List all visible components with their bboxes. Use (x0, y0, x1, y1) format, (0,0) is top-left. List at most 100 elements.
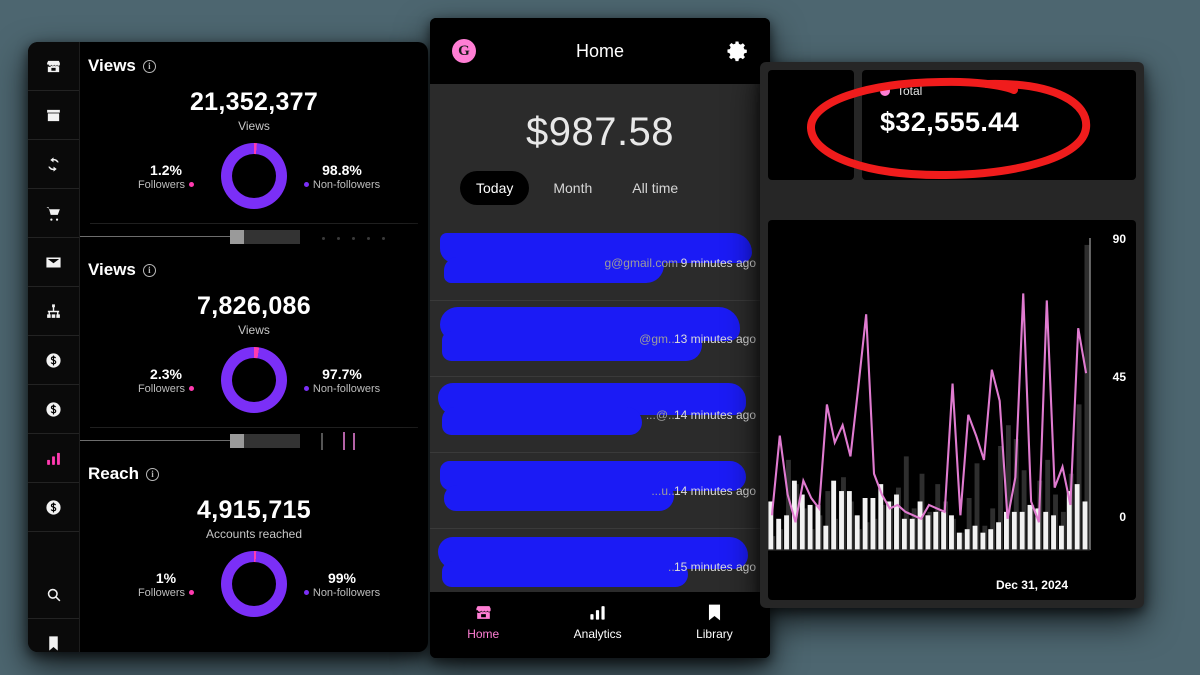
scroll-handle[interactable] (230, 230, 244, 244)
nav-item-analytics[interactable]: Analytics (574, 603, 622, 641)
revenue-chart[interactable]: 90 45 0 Dec 31, 2024 (768, 220, 1136, 600)
redaction-mark (444, 485, 674, 511)
scroll-line (80, 236, 238, 237)
x-axis-label: Dec 31, 2024 (995, 578, 1068, 592)
y-tick-90: 90 (1112, 232, 1126, 246)
shop-icon (45, 58, 62, 75)
info-icon[interactable]: i (142, 263, 156, 277)
donut-breakdown: 1.2% Followers 98.8% Non-followers (80, 143, 428, 209)
list-item[interactable]: g@gmail.com 9 minutes ago (430, 225, 770, 301)
nav-item-library[interactable]: Library (696, 603, 733, 641)
period-tabs: Today Month All time (430, 155, 770, 205)
bottom-navigation: Home Analytics Library (430, 592, 770, 658)
card-scrollbar[interactable] (80, 432, 428, 450)
list-item-detail: g@gmail.com (604, 255, 678, 270)
list-item-time: 14 minutes ago (673, 407, 756, 422)
list-item-detail: ...@... (645, 407, 678, 422)
legend-dot-total (880, 86, 890, 96)
metric: 7,826,086 Views (80, 292, 428, 337)
sidebar-item-archive[interactable] (28, 91, 79, 140)
sidebar-item-refresh[interactable] (28, 140, 79, 189)
scroll-handle[interactable] (230, 434, 244, 448)
total-label: Total (897, 84, 923, 98)
sidebar-item-saved[interactable] (28, 619, 79, 652)
tab-today[interactable]: Today (460, 171, 530, 205)
sidebar-item-earnings[interactable] (28, 385, 79, 434)
metric-label: Views (238, 119, 270, 133)
redaction-mark (444, 257, 664, 283)
y-tick-0: 0 (1119, 510, 1126, 524)
archive-icon (45, 107, 62, 124)
metric: 21,352,377 Views (80, 88, 428, 133)
legend-dot-purple (303, 182, 309, 188)
left-sidebar (28, 42, 80, 652)
followers-pct: 1% (155, 569, 177, 586)
card-title: Views (88, 56, 136, 75)
nav-label-analytics: Analytics (573, 627, 622, 641)
legend-dot-pink (189, 590, 195, 596)
list-item-detail: ... (667, 559, 678, 574)
nav-label-library: Library (696, 627, 733, 641)
cart-icon (45, 205, 62, 222)
info-icon[interactable]: i (146, 467, 160, 481)
donut-chart (221, 143, 287, 209)
tab-all-time[interactable]: All time (632, 180, 679, 196)
nav-label-home: Home (467, 627, 500, 641)
sidebar-item-cart[interactable] (28, 189, 79, 238)
bar-chart-icon (574, 603, 622, 622)
dollar-circle-icon (45, 499, 62, 516)
metric-label: Views (238, 323, 270, 337)
redaction-mark (442, 561, 688, 587)
brand-logo-icon[interactable]: G (452, 39, 476, 63)
followers-label: Followers (127, 587, 205, 599)
settings-button[interactable] (726, 40, 748, 62)
scroll-track[interactable] (244, 230, 300, 244)
card-scrollbar[interactable] (80, 228, 428, 246)
redaction-mark (442, 407, 642, 435)
shop-icon (467, 603, 499, 622)
y-tick-45: 45 (1112, 370, 1126, 384)
scroll-line (80, 440, 238, 441)
page-dots (322, 237, 385, 240)
transaction-list: g@gmail.com 9 minutes ago @gm... 13 minu… (430, 225, 770, 605)
sidebar-item-messages[interactable] (28, 238, 79, 287)
page-title: Home (575, 40, 624, 61)
donut-breakdown: 1% Followers 99% Non-followers (80, 551, 428, 617)
list-item[interactable]: ...u... 14 minutes ago (430, 453, 770, 529)
nonfollowers-label: Non-followers (303, 587, 381, 599)
card-title: Reach (88, 464, 140, 483)
nonfollowers-pct: 97.7% (322, 365, 362, 382)
tab-month[interactable]: Month (553, 180, 593, 196)
list-item-time: 14 minutes ago (673, 483, 756, 498)
bookmark-icon (45, 635, 62, 652)
chart-canvas (768, 238, 1091, 551)
total-card[interactable]: Total $32,555.44 (862, 70, 1136, 180)
donut-chart (221, 347, 287, 413)
sidebar-item-search[interactable] (28, 570, 79, 619)
followers-stat: 1% Followers (127, 570, 205, 599)
list-item[interactable]: ...@... 14 minutes ago (430, 377, 770, 453)
divider (90, 223, 418, 224)
chart-line-series (770, 293, 1088, 523)
metric: 4,915,715 Accounts reached (80, 496, 428, 541)
nonfollowers-stat: 99% Non-followers (303, 570, 381, 599)
envelope-icon (45, 254, 62, 271)
sidebar-spacer (28, 532, 79, 570)
card-header: Views i (80, 42, 428, 76)
total-label-row: Total (880, 84, 1118, 98)
nonfollowers-pct: 99% (327, 569, 357, 586)
balance-section: $987.58 Today Month All time (430, 84, 770, 225)
sidebar-item-payouts[interactable] (28, 483, 79, 532)
sidebar-item-hierarchy[interactable] (28, 287, 79, 336)
nonfollowers-stat: 97.7% Non-followers (303, 366, 381, 395)
stat-card-empty[interactable] (768, 70, 854, 180)
total-value: $32,555.44 (880, 107, 1020, 137)
list-item[interactable]: ... 15 minutes ago (430, 529, 770, 605)
sidebar-item-shop[interactable] (28, 42, 79, 91)
info-icon[interactable]: i (142, 59, 156, 73)
list-item[interactable]: @gm... 13 minutes ago (430, 301, 770, 377)
sidebar-item-monetization[interactable] (28, 336, 79, 385)
nav-item-home[interactable]: Home (467, 603, 499, 641)
scroll-track[interactable] (244, 434, 300, 448)
sidebar-item-insights[interactable] (28, 434, 79, 483)
